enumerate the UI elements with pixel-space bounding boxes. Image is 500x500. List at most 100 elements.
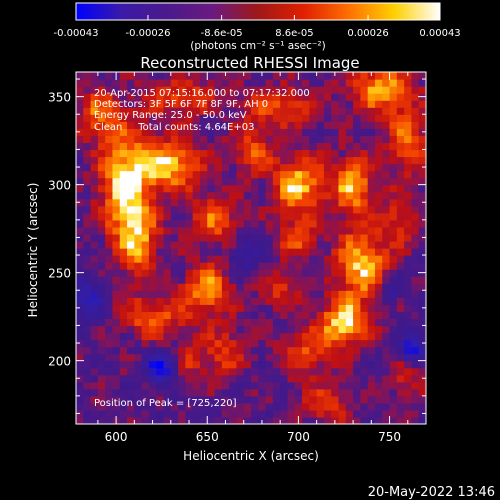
heatmap-cell: [309, 114, 318, 122]
heatmap-cell: [374, 170, 383, 179]
heatmap-cell: [90, 276, 99, 284]
heatmap-cell: [178, 339, 186, 348]
heatmap-cell: [345, 388, 354, 397]
heatmap-cell: [280, 381, 289, 390]
heatmap-cell: [170, 128, 179, 136]
heatmap-cell: [389, 86, 398, 94]
heatmap-cell: [331, 304, 340, 312]
heatmap-cell: [156, 339, 165, 348]
heatmap-cell: [119, 409, 128, 418]
heatmap-cell: [345, 311, 354, 319]
heatmap-cell: [411, 297, 420, 305]
heatmap-cell: [163, 416, 172, 424]
heatmap-cell: [243, 212, 252, 221]
heatmap-cell: [418, 416, 426, 424]
heatmap-cell: [374, 346, 383, 355]
heatmap-cell: [229, 226, 238, 235]
heatmap-cell: [287, 276, 296, 284]
heatmap-cell: [119, 93, 128, 101]
heatmap-cell: [185, 212, 194, 221]
heatmap-cell: [83, 339, 92, 348]
heatmap-cell: [331, 276, 340, 284]
heatmap-cell: [105, 297, 114, 305]
heatmap-cell: [163, 212, 172, 221]
heatmap-cell: [243, 149, 252, 158]
heatmap-cell: [272, 93, 281, 101]
heatmap-cell: [251, 318, 259, 327]
heatmap-cell: [258, 198, 267, 207]
heatmap-cell: [294, 79, 303, 87]
heatmap-cell: [112, 114, 121, 122]
heatmap-cell: [294, 318, 303, 327]
heatmap-cell: [280, 318, 289, 327]
heatmap-cell: [141, 205, 150, 214]
heatmap-cell: [134, 100, 143, 108]
heatmap-cell: [360, 93, 369, 101]
heatmap-cell: [207, 381, 216, 390]
heatmap-cell: [236, 360, 245, 369]
heatmap-cell: [389, 156, 398, 165]
heatmap-cell: [367, 325, 376, 334]
heatmap-cell: [353, 409, 361, 418]
heatmap-cell: [192, 325, 201, 334]
heatmap-cell: [323, 388, 332, 397]
heatmap-cell: [302, 128, 310, 136]
heatmap-cell: [251, 283, 259, 291]
heatmap-cell: [148, 93, 157, 101]
heatmap-cell: [338, 198, 347, 207]
heatmap-cell: [148, 114, 157, 122]
heatmap-cell: [382, 121, 391, 129]
heatmap-cell: [389, 191, 398, 200]
heatmap-cell: [265, 79, 274, 87]
heatmap-cell: [280, 402, 289, 411]
heatmap-cell: [178, 262, 186, 270]
heatmap-cell: [214, 297, 223, 305]
heatmap-cell: [192, 240, 201, 249]
heatmap-cell: [83, 93, 92, 101]
heatmap-cell: [411, 177, 420, 186]
heatmap-cell: [374, 191, 383, 200]
heatmap-cell: [119, 311, 128, 319]
heatmap-cell: [265, 135, 274, 143]
heatmap-cell: [105, 163, 114, 172]
heatmap-cell: [112, 233, 121, 242]
heatmap-cell: [272, 388, 281, 397]
heatmap-cell: [243, 86, 252, 94]
heatmap-cell: [316, 135, 325, 143]
heatmap-cell: [199, 93, 208, 101]
heatmap-cell: [214, 128, 223, 136]
heatmap-cell: [163, 149, 172, 158]
heatmap-cell: [258, 114, 267, 122]
heatmap-cell: [141, 93, 150, 101]
heatmap-cell: [404, 156, 413, 165]
heatmap-cell: [199, 79, 208, 87]
heatmap-cell: [309, 367, 318, 376]
heatmap-cell: [148, 212, 157, 221]
heatmap-cell: [178, 191, 186, 200]
heatmap-cell: [119, 114, 128, 122]
heatmap-cell: [192, 149, 201, 158]
heatmap-cell: [243, 219, 252, 228]
heatmap-cell: [389, 240, 398, 249]
heatmap-cell: [345, 269, 354, 277]
heatmap-cell: [178, 170, 186, 179]
heatmap-cell: [360, 416, 369, 424]
heatmap-cell: [396, 290, 405, 298]
heatmap-cell: [411, 381, 420, 390]
heatmap-cell: [207, 86, 216, 94]
heatmap-cell: [170, 360, 179, 369]
heatmap-cell: [316, 121, 325, 129]
heatmap-cell: [258, 142, 267, 151]
heatmap-cell: [316, 240, 325, 249]
heatmap-cell: [367, 353, 376, 362]
heatmap-cell: [302, 248, 310, 256]
heatmap-cell: [331, 177, 340, 186]
heatmap-cell: [323, 297, 332, 305]
heatmap-cell: [360, 276, 369, 284]
heatmap-cell: [353, 198, 361, 207]
heatmap-cell: [353, 184, 361, 193]
heatmap-cell: [360, 290, 369, 298]
heatmap-cell: [374, 219, 383, 228]
heatmap-cell: [97, 276, 106, 284]
heatmap-cell: [192, 339, 201, 348]
